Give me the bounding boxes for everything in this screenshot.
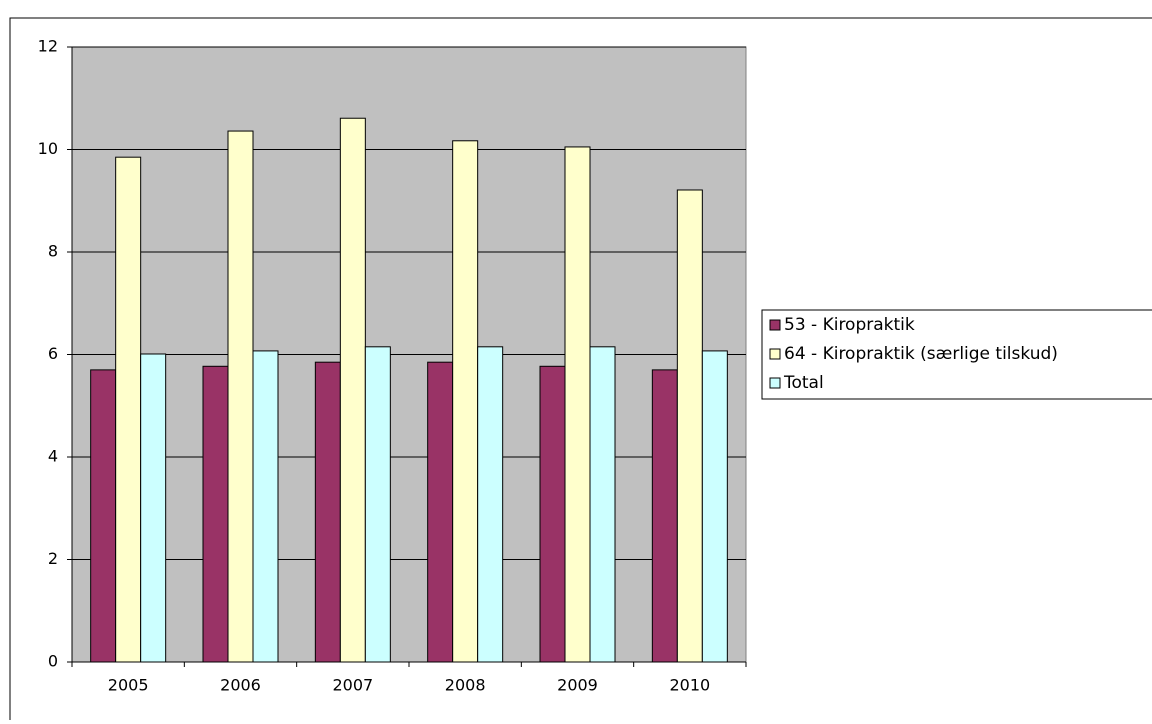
bar: [589, 346, 616, 663]
y-tick-label: 6: [48, 344, 58, 363]
bar: [452, 140, 479, 663]
legend-swatch: [769, 348, 781, 360]
x-tick-label: 2008: [445, 676, 486, 695]
bar: [140, 353, 167, 663]
y-tick-label: 4: [48, 447, 58, 466]
bar: [676, 189, 703, 663]
x-tick-label: 2010: [669, 676, 710, 695]
bar: [701, 350, 728, 663]
legend-swatch: [769, 319, 781, 331]
y-tick-label: 12: [38, 37, 58, 56]
bar: [539, 365, 566, 663]
bar: [314, 361, 341, 663]
bar: [364, 346, 391, 663]
x-tick-label: 2007: [332, 676, 373, 695]
legend-swatch: [769, 377, 781, 389]
y-tick-label: 10: [38, 139, 58, 158]
bar: [227, 130, 254, 663]
bar: [90, 369, 117, 663]
bar: [202, 365, 229, 663]
bar: [477, 346, 504, 663]
legend-label: 53 - Kiropraktik: [784, 315, 915, 335]
bar: [339, 117, 366, 663]
x-tick-label: 2009: [557, 676, 598, 695]
bar: [427, 361, 454, 663]
legend-label: Total: [783, 373, 824, 393]
y-tick-label: 8: [48, 242, 58, 261]
legend-box: [761, 309, 1152, 400]
legend-label: 64 - Kiropraktik (særlige tilskud): [784, 344, 1058, 364]
bar: [252, 350, 279, 663]
y-tick-label: 2: [48, 549, 58, 568]
bar: [564, 146, 591, 663]
bar: [651, 369, 678, 663]
x-tick-label: 2006: [220, 676, 261, 695]
y-tick-label: 0: [48, 652, 58, 671]
bar: [115, 156, 142, 663]
x-tick-label: 2005: [108, 676, 149, 695]
